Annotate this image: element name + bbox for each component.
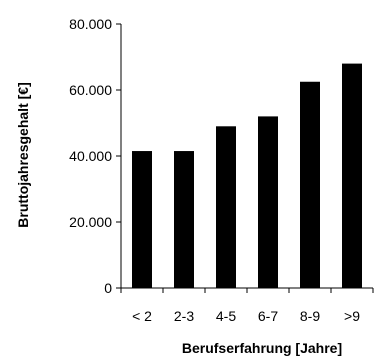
x-tick-label: 2-3 [174, 308, 194, 324]
bar [132, 151, 152, 288]
x-axis: < 2 2-3 4-5 6-7 8-9 >9 [120, 287, 374, 324]
y-tick-label: 40.000 [69, 148, 112, 164]
y-tick-label: 0 [104, 280, 112, 296]
y-tick-label: 80.000 [69, 16, 112, 32]
y-tick-label: 20.000 [69, 214, 112, 230]
y-tick-label: 60.000 [69, 82, 112, 98]
bar-series [132, 63, 362, 289]
x-tick-label: >9 [344, 308, 360, 324]
bar [258, 116, 278, 289]
bar [342, 63, 362, 288]
bar [300, 81, 320, 288]
bar [216, 126, 236, 288]
x-tick-label: 8-9 [300, 308, 320, 324]
x-axis-title: Berufserfahrung [Jahre] [182, 340, 342, 356]
x-tick-label: 4-5 [216, 308, 236, 324]
y-axis-title: Bruttojahresgehalt [€] [15, 82, 31, 227]
y-axis: 0 20.000 40.000 60.000 80.000 [69, 16, 122, 296]
x-tick-label: 6-7 [258, 308, 278, 324]
bar [174, 151, 194, 288]
x-tick-label: < 2 [132, 308, 152, 324]
